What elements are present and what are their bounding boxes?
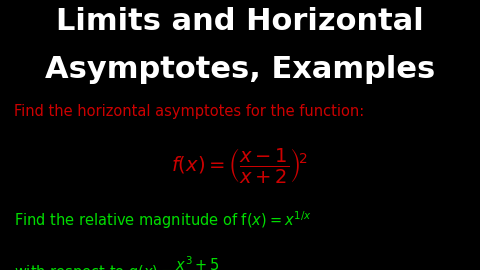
Text: Find the relative magnitude of $\mathrm{f}(x) = x^{1/x}$: Find the relative magnitude of $\mathrm{… bbox=[14, 209, 312, 231]
Text: Asymptotes, Examples: Asymptotes, Examples bbox=[45, 55, 435, 84]
Text: Find the horizontal asymptotes for the function:: Find the horizontal asymptotes for the f… bbox=[14, 104, 365, 119]
Text: with respect to $\mathrm{g}(x) = \dfrac{x^3+5}{5x^3}$: with respect to $\mathrm{g}(x) = \dfrac{… bbox=[14, 254, 222, 270]
Text: Limits and Horizontal: Limits and Horizontal bbox=[56, 7, 424, 36]
Text: $f(x) = \left(\dfrac{x-1}{x+2}\right)^{\!2}$: $f(x) = \left(\dfrac{x-1}{x+2}\right)^{\… bbox=[171, 146, 309, 185]
